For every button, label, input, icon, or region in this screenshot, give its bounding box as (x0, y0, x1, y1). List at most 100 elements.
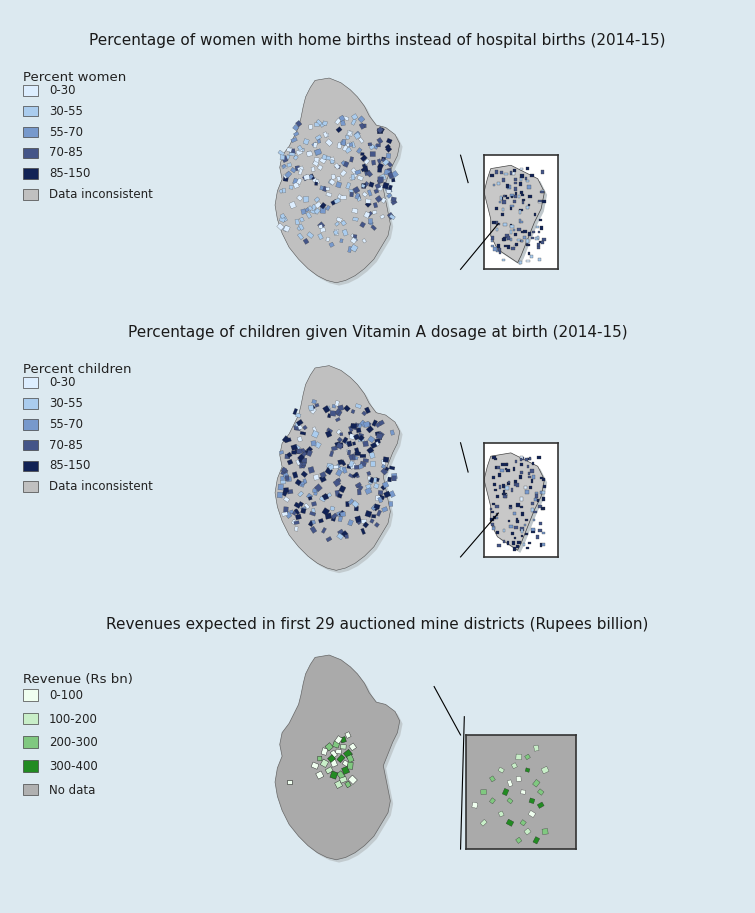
Polygon shape (374, 477, 377, 483)
Polygon shape (538, 529, 542, 531)
Polygon shape (335, 490, 340, 497)
Polygon shape (300, 480, 307, 486)
Polygon shape (391, 197, 396, 202)
Polygon shape (282, 155, 288, 163)
Polygon shape (329, 242, 334, 247)
Polygon shape (505, 468, 507, 470)
Polygon shape (313, 142, 317, 148)
Polygon shape (389, 490, 396, 498)
Polygon shape (503, 489, 505, 493)
Polygon shape (385, 467, 389, 471)
Polygon shape (294, 425, 300, 430)
Polygon shape (337, 529, 344, 536)
Polygon shape (278, 658, 402, 863)
Polygon shape (368, 142, 372, 146)
Polygon shape (350, 463, 356, 469)
Polygon shape (513, 512, 516, 515)
Polygon shape (362, 411, 367, 415)
Polygon shape (507, 798, 513, 803)
Polygon shape (384, 491, 391, 498)
Polygon shape (523, 236, 525, 239)
Polygon shape (519, 471, 523, 474)
Polygon shape (283, 226, 290, 232)
Polygon shape (327, 463, 333, 468)
Polygon shape (385, 186, 393, 194)
Polygon shape (542, 829, 548, 834)
Polygon shape (513, 195, 517, 198)
Polygon shape (334, 164, 341, 169)
Polygon shape (319, 185, 325, 191)
Polygon shape (383, 456, 389, 463)
Polygon shape (362, 163, 366, 168)
Polygon shape (364, 422, 370, 427)
Polygon shape (503, 223, 507, 226)
Polygon shape (507, 246, 510, 249)
Polygon shape (353, 217, 359, 221)
Polygon shape (351, 174, 355, 180)
Polygon shape (302, 174, 309, 181)
Polygon shape (542, 491, 545, 495)
Polygon shape (310, 526, 317, 533)
Polygon shape (295, 219, 300, 225)
Polygon shape (535, 236, 539, 240)
Polygon shape (306, 212, 312, 218)
Polygon shape (289, 185, 293, 189)
Polygon shape (389, 215, 396, 220)
Polygon shape (377, 138, 383, 144)
Polygon shape (541, 170, 544, 174)
Polygon shape (400, 599, 633, 913)
Polygon shape (344, 161, 349, 167)
Text: 0-30: 0-30 (49, 84, 76, 97)
FancyBboxPatch shape (23, 168, 38, 179)
Polygon shape (472, 803, 478, 808)
Polygon shape (336, 182, 342, 188)
Polygon shape (498, 245, 501, 248)
Polygon shape (285, 154, 290, 160)
Polygon shape (312, 177, 318, 183)
Polygon shape (368, 190, 372, 196)
Polygon shape (287, 780, 291, 784)
Polygon shape (337, 194, 344, 200)
Polygon shape (334, 230, 338, 235)
Polygon shape (496, 221, 498, 226)
Polygon shape (527, 457, 531, 459)
Polygon shape (525, 754, 531, 760)
Polygon shape (283, 507, 288, 512)
Polygon shape (542, 498, 545, 501)
Polygon shape (378, 497, 383, 503)
Polygon shape (319, 157, 326, 163)
Polygon shape (504, 245, 507, 247)
Polygon shape (284, 497, 290, 502)
Polygon shape (530, 256, 532, 258)
Polygon shape (295, 423, 298, 426)
Polygon shape (365, 422, 371, 427)
Polygon shape (362, 192, 368, 197)
Polygon shape (300, 209, 307, 215)
Polygon shape (377, 127, 384, 133)
Polygon shape (517, 227, 521, 231)
Polygon shape (513, 228, 515, 231)
Polygon shape (371, 514, 376, 518)
Polygon shape (356, 519, 362, 525)
Polygon shape (325, 139, 333, 146)
Polygon shape (362, 184, 366, 188)
Polygon shape (492, 245, 494, 247)
Polygon shape (487, 168, 547, 266)
Polygon shape (325, 237, 330, 242)
Polygon shape (511, 762, 517, 769)
Polygon shape (287, 489, 293, 494)
Polygon shape (318, 234, 323, 239)
Polygon shape (505, 486, 509, 489)
Polygon shape (534, 745, 539, 751)
Polygon shape (370, 152, 375, 156)
Polygon shape (353, 434, 360, 440)
Polygon shape (525, 458, 528, 461)
Polygon shape (513, 548, 516, 551)
Polygon shape (537, 243, 541, 246)
Polygon shape (319, 497, 326, 502)
Polygon shape (362, 238, 366, 243)
Polygon shape (330, 411, 336, 416)
Polygon shape (491, 511, 494, 513)
Polygon shape (353, 456, 359, 460)
Polygon shape (342, 467, 347, 474)
